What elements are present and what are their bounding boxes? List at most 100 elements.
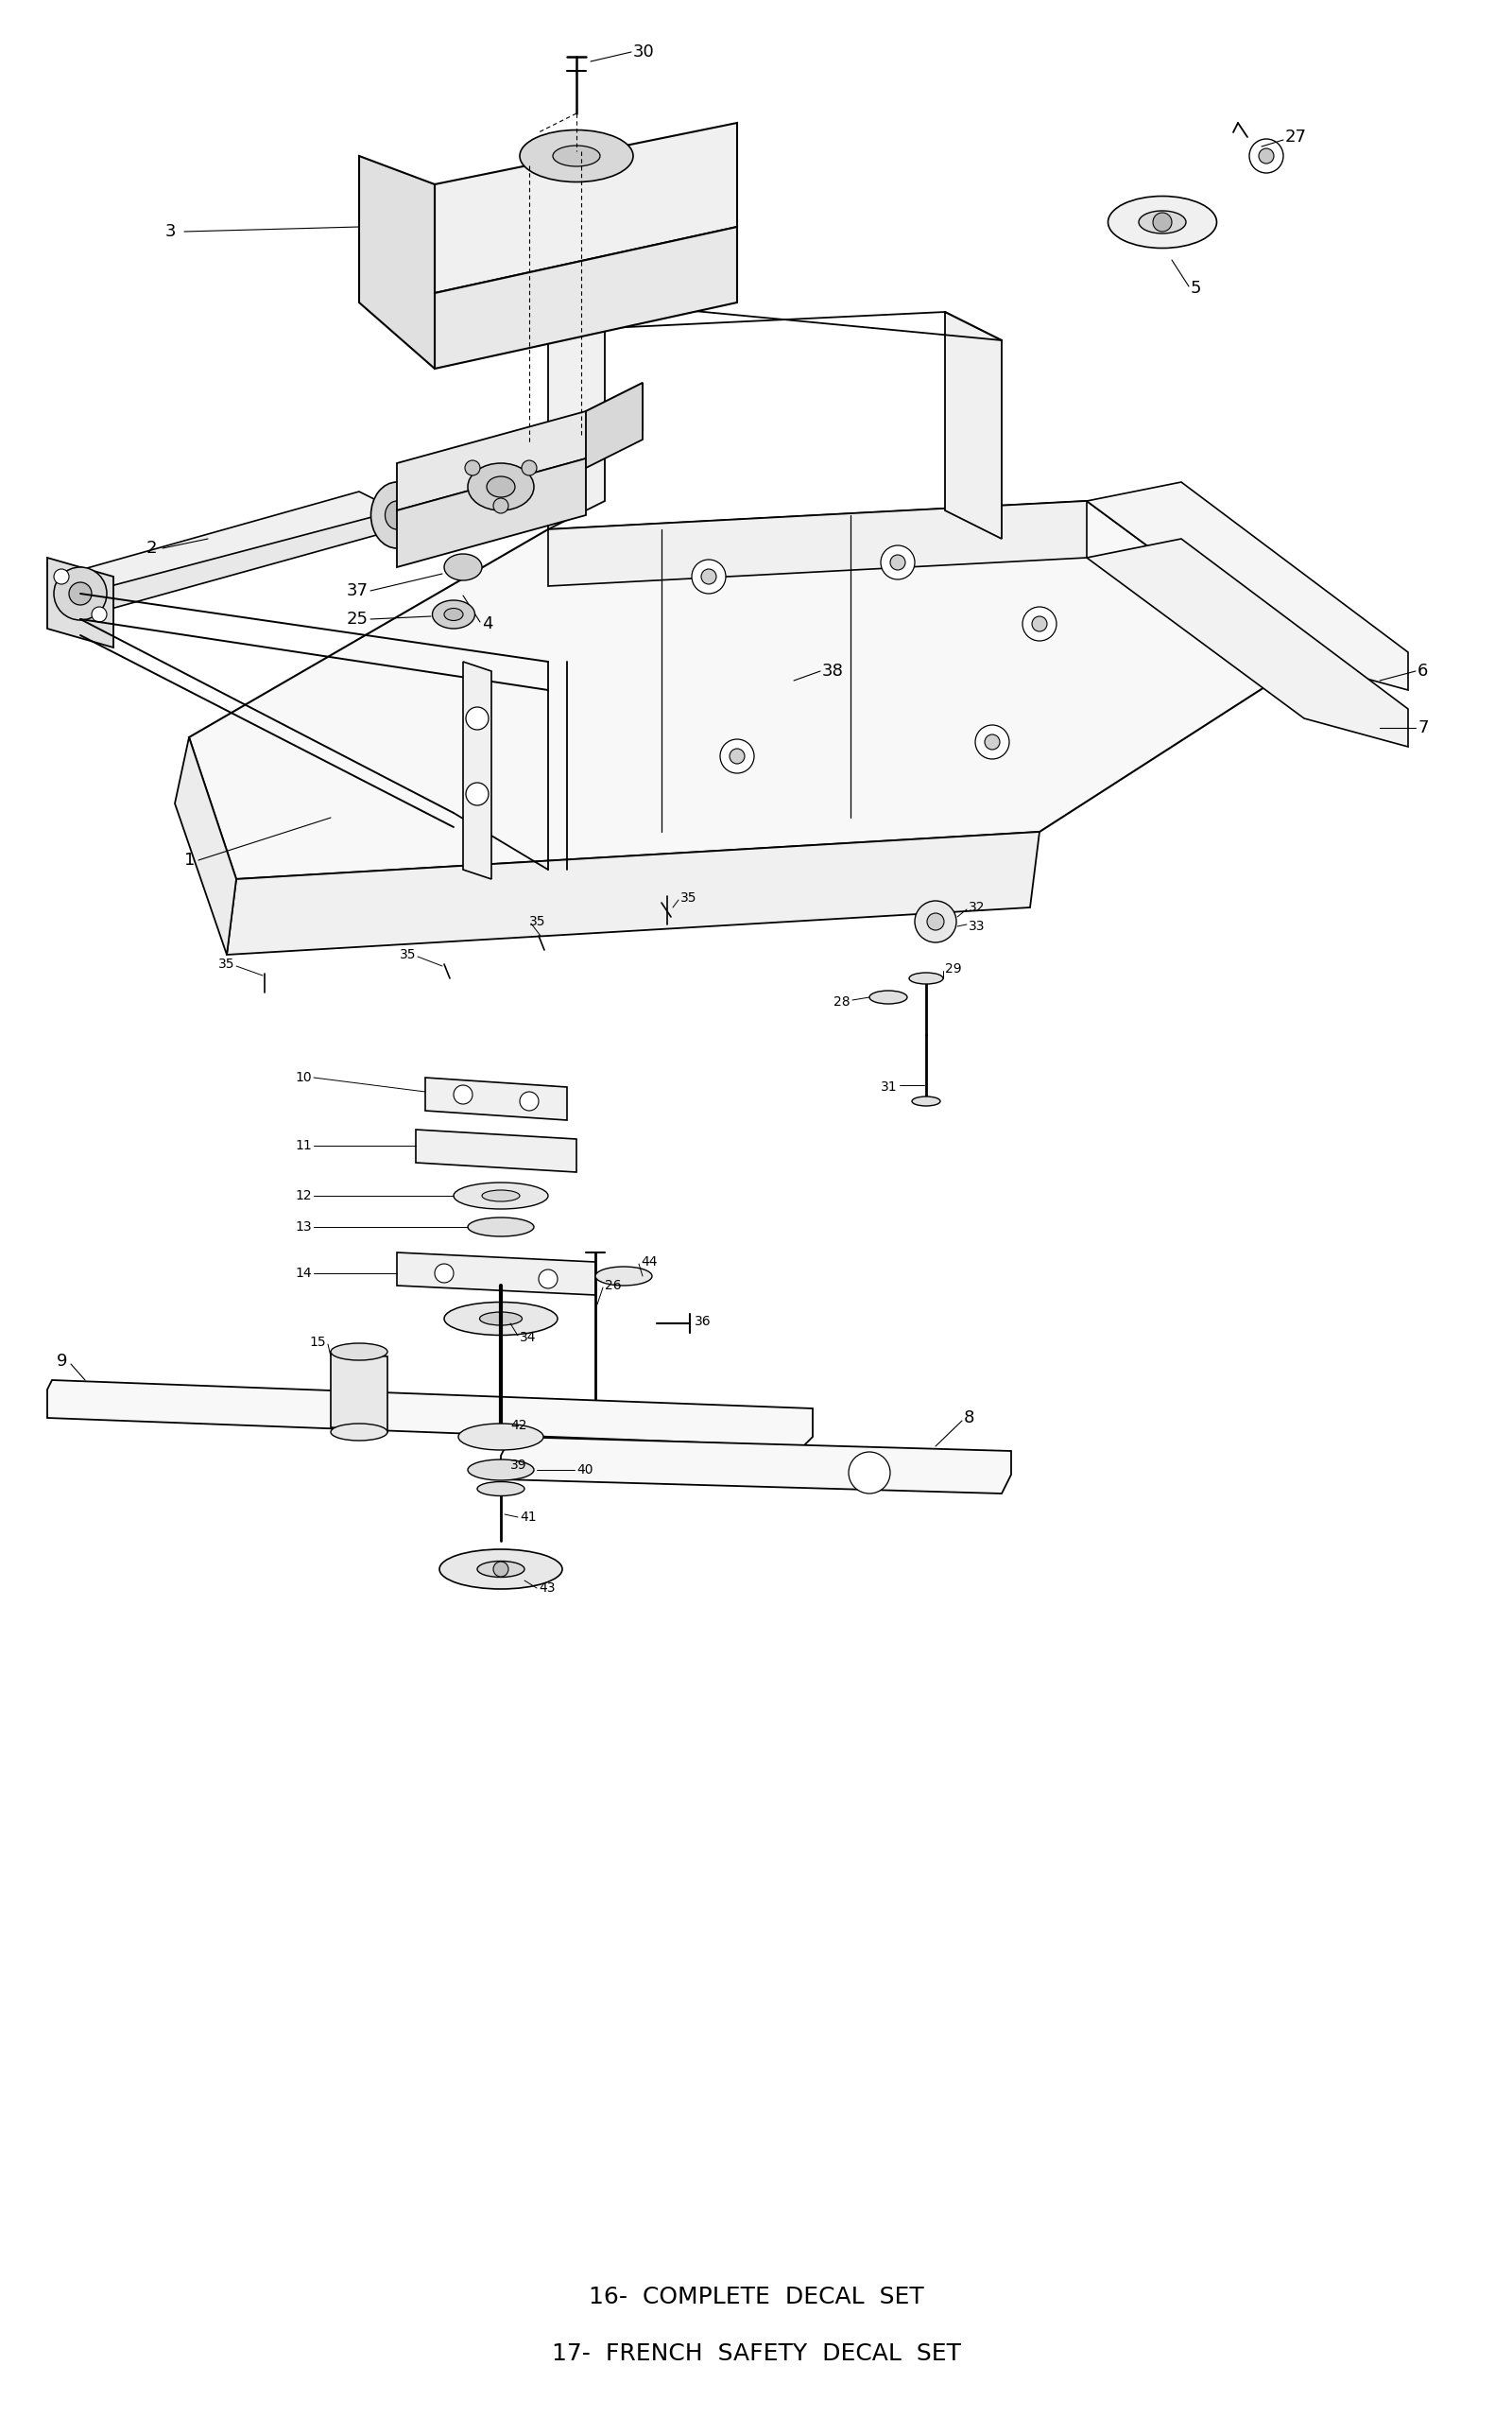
Polygon shape xyxy=(435,226,738,368)
Polygon shape xyxy=(57,511,396,623)
Polygon shape xyxy=(189,502,1303,879)
Text: 40: 40 xyxy=(576,1463,593,1476)
Text: 12: 12 xyxy=(295,1188,311,1203)
Circle shape xyxy=(435,1264,454,1283)
Ellipse shape xyxy=(467,1218,534,1237)
Text: 35: 35 xyxy=(399,947,416,962)
Ellipse shape xyxy=(553,146,600,166)
Text: 39: 39 xyxy=(511,1459,528,1471)
Circle shape xyxy=(54,570,70,584)
Polygon shape xyxy=(416,1130,576,1171)
Text: 43: 43 xyxy=(538,1580,555,1595)
Ellipse shape xyxy=(467,463,534,511)
Polygon shape xyxy=(500,1437,1012,1493)
Ellipse shape xyxy=(479,1312,522,1325)
Ellipse shape xyxy=(454,1183,547,1210)
Ellipse shape xyxy=(445,609,463,621)
Text: 32: 32 xyxy=(969,901,986,913)
Polygon shape xyxy=(1087,538,1408,748)
Ellipse shape xyxy=(596,1266,652,1286)
Circle shape xyxy=(522,460,537,475)
Ellipse shape xyxy=(478,1483,525,1495)
Text: 44: 44 xyxy=(641,1256,658,1269)
Text: 29: 29 xyxy=(945,962,962,976)
Circle shape xyxy=(466,460,481,475)
Polygon shape xyxy=(175,738,236,955)
Circle shape xyxy=(984,735,999,750)
Text: 11: 11 xyxy=(295,1140,311,1152)
Circle shape xyxy=(520,1091,538,1110)
Polygon shape xyxy=(47,1381,813,1446)
Ellipse shape xyxy=(445,1303,558,1334)
Text: 25: 25 xyxy=(346,611,369,628)
Ellipse shape xyxy=(370,482,423,548)
Circle shape xyxy=(1249,139,1284,173)
Text: 9: 9 xyxy=(57,1354,68,1371)
Circle shape xyxy=(927,913,943,930)
Ellipse shape xyxy=(331,1344,387,1361)
Circle shape xyxy=(1258,149,1273,163)
Text: 36: 36 xyxy=(694,1315,711,1327)
Text: 1: 1 xyxy=(184,852,195,869)
Circle shape xyxy=(538,1269,558,1288)
Ellipse shape xyxy=(1108,197,1217,248)
Text: 14: 14 xyxy=(295,1266,311,1281)
Circle shape xyxy=(692,560,726,594)
Polygon shape xyxy=(425,1079,567,1120)
Ellipse shape xyxy=(482,1191,520,1200)
Circle shape xyxy=(454,1086,472,1103)
Polygon shape xyxy=(396,1252,596,1295)
Ellipse shape xyxy=(909,972,943,984)
Ellipse shape xyxy=(869,991,907,1003)
Circle shape xyxy=(466,706,488,730)
Circle shape xyxy=(720,740,754,774)
Circle shape xyxy=(975,726,1010,760)
Text: 2: 2 xyxy=(147,541,157,558)
Polygon shape xyxy=(47,558,113,648)
Text: 34: 34 xyxy=(520,1332,537,1344)
Text: 26: 26 xyxy=(605,1278,621,1293)
Text: 13: 13 xyxy=(295,1220,311,1235)
Circle shape xyxy=(880,545,915,580)
Text: 6: 6 xyxy=(1418,662,1429,679)
Ellipse shape xyxy=(432,601,475,628)
Polygon shape xyxy=(435,122,738,292)
Ellipse shape xyxy=(467,1459,534,1480)
Circle shape xyxy=(70,582,92,604)
Text: 33: 33 xyxy=(969,920,986,933)
Text: 41: 41 xyxy=(520,1510,537,1524)
Ellipse shape xyxy=(458,1424,543,1449)
Circle shape xyxy=(915,901,957,942)
Circle shape xyxy=(729,748,744,765)
Polygon shape xyxy=(547,302,605,528)
Polygon shape xyxy=(396,458,587,567)
Polygon shape xyxy=(396,382,643,511)
Polygon shape xyxy=(463,662,491,879)
Text: 3: 3 xyxy=(165,224,177,241)
Polygon shape xyxy=(227,833,1040,955)
Text: 37: 37 xyxy=(346,582,369,599)
Circle shape xyxy=(848,1451,891,1493)
Text: 31: 31 xyxy=(881,1081,898,1093)
Polygon shape xyxy=(1087,482,1408,689)
Text: 38: 38 xyxy=(823,662,844,679)
Polygon shape xyxy=(945,312,1001,538)
Circle shape xyxy=(466,782,488,806)
Ellipse shape xyxy=(331,1424,387,1442)
Text: 16-  COMPLETE  DECAL  SET: 16- COMPLETE DECAL SET xyxy=(588,2286,924,2308)
Ellipse shape xyxy=(478,1561,525,1578)
Text: 30: 30 xyxy=(634,44,655,61)
Circle shape xyxy=(493,499,508,514)
Polygon shape xyxy=(547,502,1087,587)
Text: 15: 15 xyxy=(310,1337,327,1349)
Ellipse shape xyxy=(912,1096,940,1105)
Text: 7: 7 xyxy=(1418,718,1429,735)
Text: 17-  FRENCH  SAFETY  DECAL  SET: 17- FRENCH SAFETY DECAL SET xyxy=(552,2342,960,2364)
Text: 35: 35 xyxy=(680,891,697,906)
Text: 42: 42 xyxy=(511,1420,526,1432)
Circle shape xyxy=(1022,606,1057,640)
Text: 5: 5 xyxy=(1191,280,1202,297)
Polygon shape xyxy=(57,492,396,601)
Circle shape xyxy=(702,570,717,584)
Text: 4: 4 xyxy=(482,616,493,633)
